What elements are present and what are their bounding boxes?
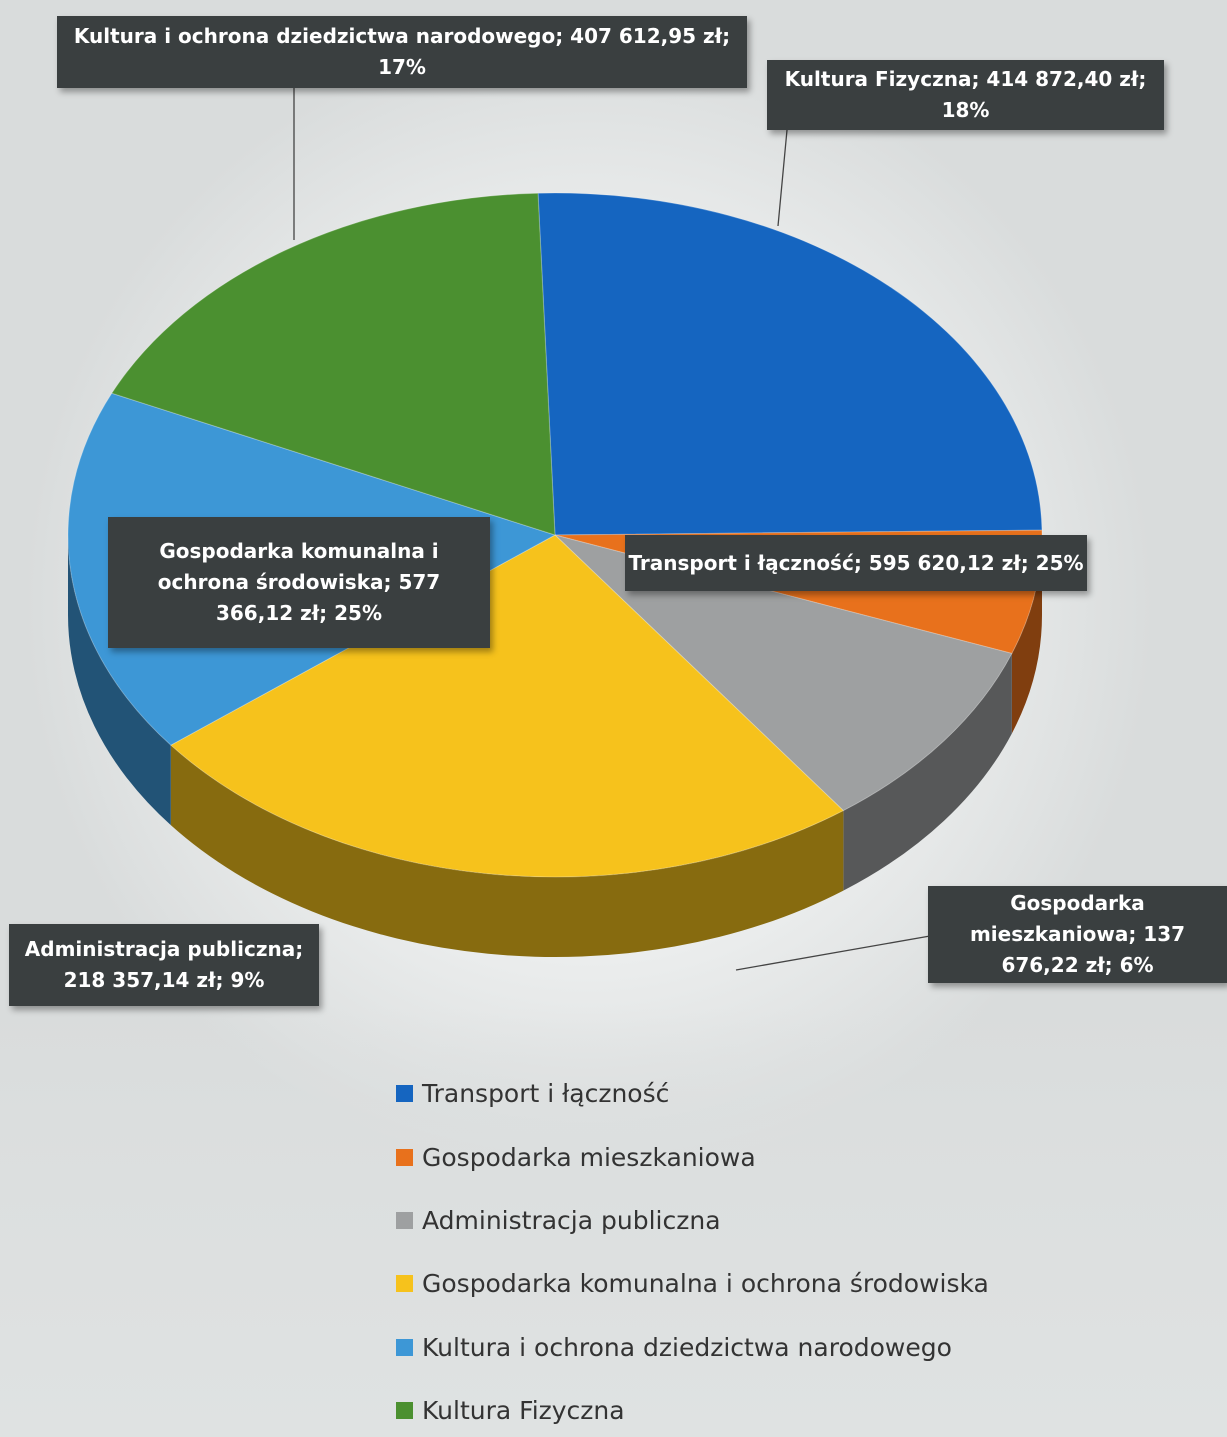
legend-label: Gospodarka komunalna i ochrona środowisk… — [422, 1269, 989, 1299]
callout-transport: Transport i łączność; 595 620,12 zł; 25% — [625, 535, 1087, 591]
pie-slices — [67, 192, 1043, 878]
legend-label: Kultura Fizyczna — [422, 1396, 625, 1426]
pie-side-gospodarka-mieszkaniowa — [1011, 535, 1042, 734]
leader-lines — [293, 88, 931, 971]
callout-gospodarka-komunalna: Gospodarka komunalna i ochrona środowisk… — [108, 517, 490, 648]
legend-swatch — [396, 1148, 413, 1166]
legend-swatch — [396, 1402, 413, 1420]
legend-item-transport: Transport i łączność — [396, 1062, 989, 1125]
legend-item-gospodarka-komunalna: Gospodarka komunalna i ochrona środowisk… — [396, 1252, 989, 1315]
callout-kultura-fizyczna: Kultura Fizyczna; 414 872,40 zł; 18% — [767, 60, 1164, 130]
legend-swatch — [396, 1338, 413, 1356]
legend-item-kultura-fizyczna: Kultura Fizyczna — [396, 1379, 989, 1437]
legend-item-gospodarka-mieszkaniowa: Gospodarka mieszkaniowa — [396, 1125, 989, 1188]
callout-administracja: Administracja publiczna; 218 357,14 zł; … — [9, 924, 319, 1006]
pie-slice-administracja-publiczna — [553, 534, 1013, 812]
pie-slice-transport-i-lacznosc — [537, 192, 1043, 536]
pie-side-kultura-i-ochrona-dziedzictwa-narodowego — [68, 535, 171, 826]
pie-side-administracja-publiczna — [843, 653, 1012, 891]
legend-label: Gospodarka mieszkaniowa — [422, 1142, 756, 1172]
callout-gospodarka-mieszkaniowa: Gospodarka mieszkaniowa; 137 676,22 zł; … — [928, 886, 1227, 983]
legend-label: Kultura i ochrona dziedzictwa narodowego — [422, 1332, 952, 1362]
pie-slice-gospodarka-komunalna-i-ochrona-srodowiska — [169, 534, 845, 878]
legend-item-administracja: Administracja publiczna — [396, 1189, 989, 1252]
legend-swatch — [396, 1085, 413, 1103]
pie-slice-kultura-fizyczna — [111, 192, 556, 536]
legend-swatch — [396, 1275, 413, 1293]
legend-swatch — [396, 1211, 413, 1229]
legend-item-kultura-dziedzictwo: Kultura i ochrona dziedzictwa narodowego — [396, 1316, 989, 1379]
callout-kultura-dziedzictwo: Kultura i ochrona dziedzictwa narodowego… — [57, 16, 747, 88]
legend-label: Transport i łączność — [422, 1079, 670, 1109]
pie-sides — [68, 535, 1042, 957]
leader-line-2 — [735, 935, 931, 971]
chart-legend: Transport i łączność Gospodarka mieszkan… — [396, 1062, 989, 1437]
legend-label: Administracja publiczna — [422, 1205, 721, 1235]
pie-side-gospodarka-komunalna-i-ochrona-srodowiska — [170, 745, 844, 957]
leader-line-1 — [777, 129, 788, 227]
